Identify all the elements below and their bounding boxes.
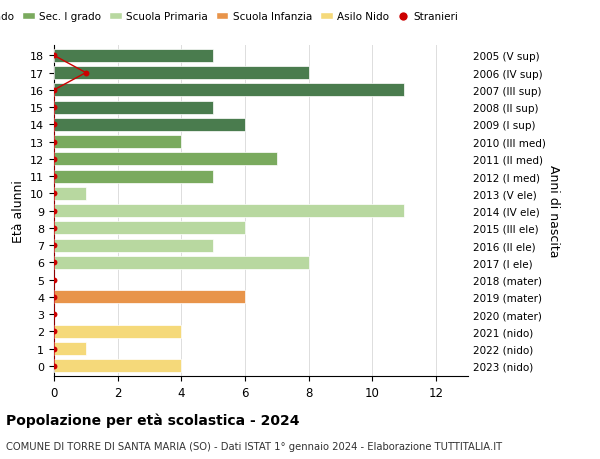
Point (49, 121, 59, 129)
Bar (54, 291, 245, 304)
Bar (54, 153, 277, 166)
Bar (54, 325, 181, 338)
Point (49, 190, 59, 197)
Y-axis label: Età alunni: Età alunni (11, 180, 25, 242)
Point (49, 294, 59, 301)
Point (49, 139, 59, 146)
Bar (54, 170, 213, 183)
Point (49, 362, 59, 369)
Point (49, 345, 59, 353)
Bar (54, 50, 213, 63)
Point (49, 224, 59, 232)
Bar (54, 205, 404, 218)
Bar (54, 84, 404, 97)
Point (49, 259, 59, 266)
Bar (54, 67, 309, 80)
Bar (54, 118, 245, 132)
Text: Popolazione per età scolastica - 2024: Popolazione per età scolastica - 2024 (6, 413, 299, 428)
Point (49, 52, 59, 60)
Point (49, 87, 59, 94)
Bar (54, 359, 181, 373)
Point (49, 207, 59, 215)
Point (49, 276, 59, 284)
Point (49, 104, 59, 112)
Point (49, 328, 59, 335)
Point (81, 70, 91, 77)
Bar (54, 239, 213, 252)
Bar (54, 342, 86, 355)
Point (49, 173, 59, 180)
Point (49, 156, 59, 163)
Text: COMUNE DI TORRE DI SANTA MARIA (SO) - Dati ISTAT 1° gennaio 2024 - Elaborazione : COMUNE DI TORRE DI SANTA MARIA (SO) - Da… (6, 441, 502, 451)
Bar (54, 101, 213, 114)
Legend: Sec. II grado, Sec. I grado, Scuola Primaria, Scuola Infanzia, Asilo Nido, Stran: Sec. II grado, Sec. I grado, Scuola Prim… (0, 8, 463, 27)
Y-axis label: Anni di nascita: Anni di nascita (547, 165, 560, 257)
Bar (54, 222, 245, 235)
Point (49, 242, 59, 249)
Point (49, 311, 59, 318)
Bar (54, 136, 181, 149)
Bar (54, 256, 309, 269)
Bar (54, 187, 86, 201)
